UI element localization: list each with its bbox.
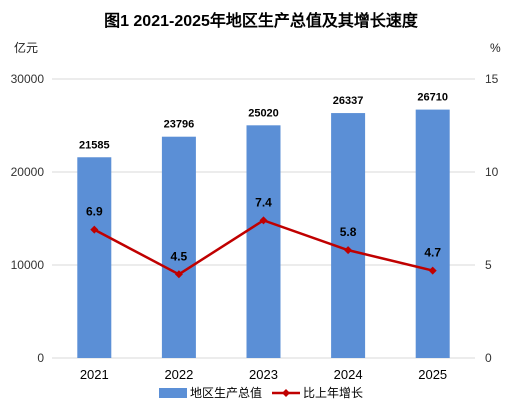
right-axis-unit: % — [490, 41, 501, 55]
x-tick-label: 2024 — [334, 367, 363, 382]
bar-2022 — [161, 136, 196, 358]
bar-value-label: 21585 — [79, 139, 110, 151]
x-tick-label: 2022 — [164, 367, 193, 382]
legend-bar-swatch — [159, 388, 187, 398]
chart-title: 图1 2021-2025年地区生产总值及其增长速度 — [104, 11, 419, 30]
bar-value-label: 26710 — [417, 92, 448, 104]
growth-marker — [344, 246, 353, 255]
growth-value-label: 7.4 — [255, 195, 272, 209]
x-tick-label: 2023 — [249, 367, 278, 382]
y-right-tick-label: 15 — [485, 72, 499, 86]
growth-marker — [428, 266, 437, 275]
legend-line-marker — [282, 389, 290, 397]
y-left-tick-label: 10000 — [11, 258, 45, 272]
bars — [77, 109, 450, 359]
legend-line-label: 比上年增长 — [303, 386, 363, 400]
bar-2024 — [331, 113, 366, 358]
left-axis-unit: 亿元 — [14, 40, 38, 55]
y-left-tick-label: 20000 — [11, 165, 45, 179]
growth-marker — [174, 270, 183, 279]
y-left-tick-label: 30000 — [11, 72, 45, 86]
growth-value-label: 4.7 — [424, 246, 441, 260]
growth-line — [90, 216, 437, 279]
legend-bar-label: 地区生产总值 — [190, 385, 262, 400]
y-left-tick-label: 0 — [37, 351, 44, 365]
growth-marker — [90, 225, 99, 234]
growth-marker — [259, 216, 268, 225]
legend: 地区生产总值 比上年增长 — [159, 385, 363, 400]
growth-value-label: 4.5 — [171, 249, 188, 263]
bar-value-label: 26337 — [333, 95, 364, 107]
bar-2025 — [415, 109, 450, 358]
growth-value-label: 6.9 — [86, 205, 103, 219]
data-labels: 21585 23796 25020 26337 26710 6.9 4.5 7.4 5.8 4.7 — [79, 92, 448, 264]
y-right-tick-label: 10 — [485, 165, 499, 179]
x-tick-label: 2025 — [418, 367, 447, 382]
y-right-tick-label: 5 — [485, 258, 492, 272]
axis-ticks: 0 10000 20000 30000 0 5 10 15 2021 2022 2023 2024 20… — [11, 72, 499, 382]
growth-value-label: 5.8 — [340, 225, 357, 239]
bar-value-label: 25020 — [248, 107, 279, 119]
bar-value-label: 23796 — [164, 119, 195, 131]
bar-2021 — [77, 157, 112, 358]
bar-2023 — [246, 125, 281, 359]
y-right-tick-label: 0 — [485, 351, 492, 365]
x-tick-label: 2021 — [80, 367, 109, 382]
